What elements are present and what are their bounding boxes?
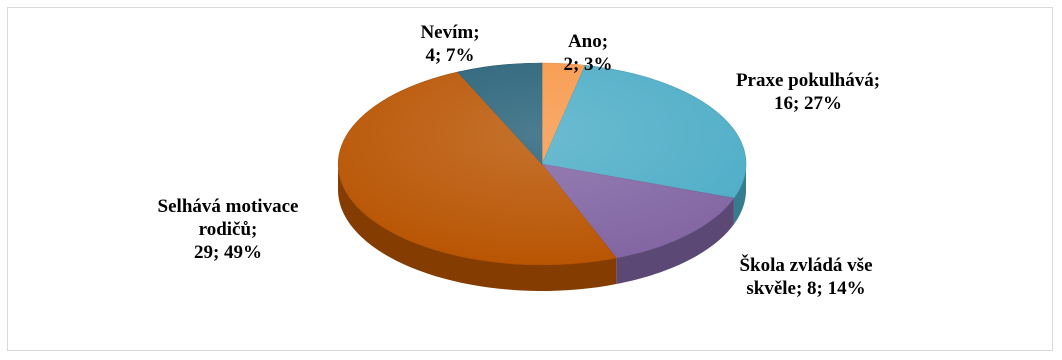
pie-side-2 (616, 198, 734, 285)
pie-shine (338, 63, 746, 265)
pie-side-1 (733, 164, 746, 225)
pie-labels: Ano; 2; 3% Praxe pokulhává; 16; 27% Škola zv… (158, 22, 881, 299)
slice-label-3: Selhává motivace rodičů; 29; 49% (158, 196, 299, 263)
pie-sides (338, 164, 746, 291)
slice-label-4: Nevím; 4; 7% (420, 22, 479, 66)
slice-label-1: Praxe pokulhává; 16; 27% (736, 70, 880, 114)
slice-label-2: Škola zvládá vše skvěle; 8; 14% (739, 254, 872, 299)
pie-side-3 (338, 164, 617, 291)
slice-label-0: Ano; 2; 3% (563, 31, 612, 75)
